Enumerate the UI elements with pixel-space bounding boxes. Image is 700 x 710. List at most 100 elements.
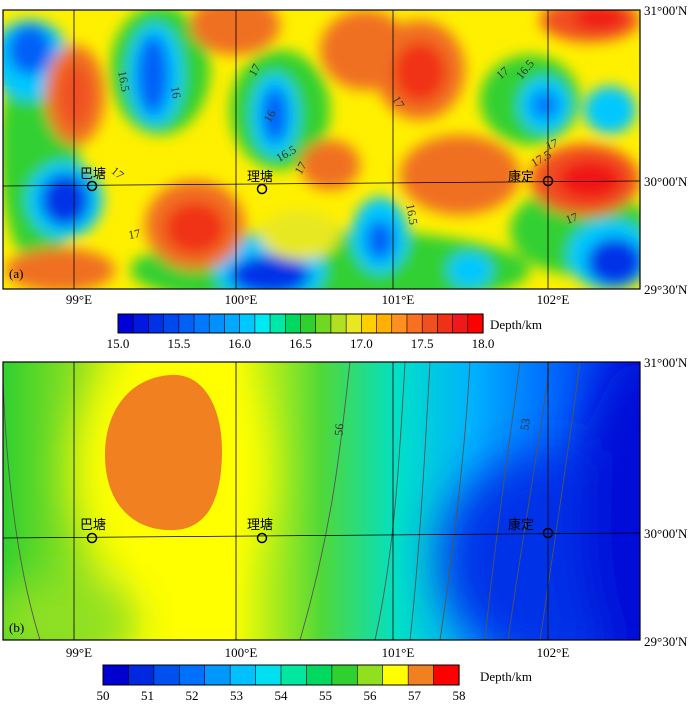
- panel-b-places: 巴塘 理塘 康定: [80, 517, 554, 544]
- colorbar-cell: [255, 664, 282, 686]
- lon-tick-label: 102°E: [537, 292, 570, 307]
- panel-b: 56 53 巴塘 理塘 康定 (b) 99°E 100°E 101°E 102°…: [2, 355, 688, 703]
- colorbar-cell: [331, 664, 358, 686]
- colorbar-tick-label: 53: [230, 688, 243, 703]
- panel-b-contour-labels: 56 53: [332, 417, 533, 436]
- colorbar-tick-label: 17.5: [411, 336, 434, 351]
- panel-b-lat-ticks: 31°00′N 30°00′N 29°30′N: [644, 355, 688, 649]
- colorbar-cell: [148, 313, 165, 334]
- colorbar-cell: [102, 664, 130, 686]
- panel-b-contours: [3, 362, 581, 640]
- colorbar-cell: [406, 313, 423, 334]
- colorbar-tick-label: 16.5: [289, 336, 312, 351]
- panel-a-graticule: [2, 10, 641, 289]
- colorbar-cell: [224, 313, 241, 334]
- colorbar-tick-label: 15.5: [167, 336, 190, 351]
- contour-label: 16: [168, 85, 184, 99]
- panel-b-frame: [2, 361, 641, 641]
- colorbar-unit: Depth/km: [490, 317, 542, 332]
- panel-b-lon-ticks: 99°E 100°E 101°E 102°E: [66, 645, 569, 660]
- colorbar-cell: [208, 313, 226, 334]
- colorbar-cell: [284, 313, 302, 334]
- colorbar-cell: [376, 313, 393, 334]
- colorbar-tick-label: 57: [408, 688, 422, 703]
- colorbar-cell: [178, 313, 195, 334]
- colorbar-ticks: 50 51 52 53 54 55 56 57 58: [97, 688, 466, 703]
- contour-label: 17: [564, 210, 580, 227]
- lon-tick-label: 99°E: [66, 292, 92, 307]
- contour-label: 56: [332, 423, 347, 436]
- colorbar-cell: [407, 664, 435, 686]
- place-label-kangding: 康定: [508, 517, 534, 532]
- colorbar-cell: [239, 313, 256, 334]
- lat-tick-label: 29°30′N: [644, 634, 688, 649]
- colorbar-cells: [102, 664, 460, 686]
- place-label-batang: 巴塘: [80, 166, 106, 181]
- panel-a-label: (a): [9, 266, 23, 281]
- lon-tick-label: 100°E: [225, 645, 258, 660]
- colorbar-cell: [153, 664, 180, 686]
- colorbar-cell: [300, 313, 317, 334]
- panel-a-lat-ticks: 31°00′N 30°00′N 29°30′N: [644, 3, 688, 297]
- contour-label: 53: [517, 417, 533, 431]
- colorbar-tick-label: 16.0: [228, 336, 251, 351]
- colorbar-tick-label: 17.0: [350, 336, 373, 351]
- colorbar-cell: [356, 664, 384, 686]
- lat-tick-label: 31°00′N: [644, 3, 688, 18]
- lon-tick-label: 101°E: [382, 645, 415, 660]
- colorbar-cell: [178, 664, 206, 686]
- panel-a-frame: [2, 9, 641, 290]
- place-label-batang: 巴塘: [80, 517, 106, 532]
- lon-tick-label: 100°E: [225, 292, 258, 307]
- panel-b-colorbar: 50 51 52 53 54 55 56 57 58 Depth/km: [97, 664, 532, 703]
- colorbar-cell: [306, 664, 333, 686]
- colorbar-cell: [254, 313, 271, 334]
- panel-a-places: 巴塘 理塘 康定: [80, 166, 554, 195]
- lat-tick-label: 30°00′N: [644, 526, 688, 541]
- colorbar-tick-label: 18.0: [472, 336, 495, 351]
- colorbar-cell: [391, 313, 408, 334]
- place-batang: 巴塘: [80, 166, 106, 192]
- contour-label: 16.5: [403, 203, 420, 226]
- lat-tick-label: 29°30′N: [644, 282, 688, 297]
- contour-label: 16.5: [115, 70, 132, 93]
- place-litang: 理塘: [247, 169, 273, 195]
- colorbar-tick-label: 51: [141, 688, 154, 703]
- colorbar-cell: [163, 313, 180, 334]
- colorbar-tick-label: 55: [319, 688, 332, 703]
- panel-a-colorbar: 15.0 15.5 16.0 16.5 17.0 17.5 18.0 Depth/km: [107, 313, 542, 351]
- lat-tick-label: 31°00′N: [644, 355, 688, 370]
- lon-tick-label: 101°E: [382, 292, 415, 307]
- lon-tick-label: 102°E: [537, 645, 570, 660]
- colorbar-cell: [467, 313, 484, 334]
- colorbar-tick-label: 52: [186, 688, 199, 703]
- panel-b-label: (b): [9, 620, 24, 635]
- colorbar-cell: [452, 313, 469, 334]
- panel-b-depth-field: [3, 362, 640, 640]
- colorbar-tick-label: 15.0: [107, 336, 130, 351]
- place-kangding: 康定: [508, 517, 554, 539]
- colorbar-cell: [128, 664, 155, 686]
- colorbar-unit: Depth/km: [480, 669, 532, 684]
- colorbar-tick-label: 56: [364, 688, 378, 703]
- contour-label: 17: [127, 226, 141, 242]
- lon-tick-label: 99°E: [66, 645, 92, 660]
- place-label-litang: 理塘: [247, 517, 273, 532]
- colorbar-tick-label: 58: [453, 688, 466, 703]
- contour-label: 17: [544, 136, 560, 153]
- colorbar-tick-label: 50: [97, 688, 110, 703]
- colorbar-cell: [315, 313, 332, 334]
- colorbar-cells: [117, 313, 484, 334]
- lat-tick-label: 30°00′N: [644, 174, 688, 189]
- colorbar-cell: [269, 313, 286, 334]
- colorbar-cell: [204, 664, 231, 686]
- panel-a: 16.5 16 17 16 16.5 17 17 17 17 16.5 17 1…: [2, 3, 688, 351]
- place-batang: 巴塘: [80, 517, 106, 544]
- colorbar-cell: [193, 313, 210, 334]
- colorbar-cell: [433, 664, 460, 686]
- colorbar-cell: [132, 313, 150, 334]
- colorbar-cell: [382, 664, 409, 686]
- colorbar-cell: [280, 664, 308, 686]
- colorbar-cell: [345, 313, 362, 334]
